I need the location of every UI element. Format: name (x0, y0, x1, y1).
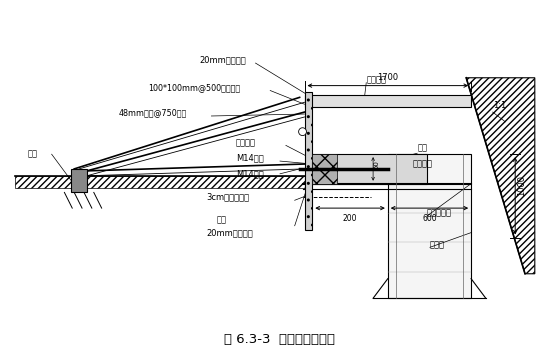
Bar (312, 154, 337, 184)
Bar (305, 96, 471, 107)
Text: 钻孔桩主筋: 钻孔桩主筋 (427, 209, 452, 217)
Text: 底模: 底模 (216, 215, 226, 224)
Text: M14螺帽: M14螺帽 (236, 154, 264, 162)
Text: 600: 600 (422, 214, 437, 223)
Text: 1700: 1700 (377, 73, 398, 82)
Circle shape (298, 128, 306, 136)
Text: 钻孔桩: 钻孔桩 (430, 240, 445, 249)
Text: 临时支撑: 临时支撑 (366, 75, 386, 84)
Text: 图 6.3-3  圈梁施工示意图: 图 6.3-3 圈梁施工示意图 (225, 333, 335, 346)
Bar (312, 154, 427, 184)
Text: 1:1: 1:1 (493, 101, 506, 110)
Text: 48mm钢管@750支撑: 48mm钢管@750支撑 (118, 109, 186, 118)
Text: M14螺杆: M14螺杆 (236, 169, 264, 178)
Text: 3cm砂浆找平层: 3cm砂浆找平层 (207, 193, 250, 202)
Bar (71, 169, 87, 193)
Text: 20mm厚竹胶板: 20mm厚竹胶板 (199, 56, 246, 65)
Text: 50: 50 (373, 160, 379, 169)
Text: 山型扣件: 山型扣件 (236, 138, 256, 147)
Text: 100*100mm@500方木支撑: 100*100mm@500方木支撑 (148, 83, 240, 92)
Text: 地锚: 地锚 (27, 150, 37, 159)
Text: 20mm厚竹胶板: 20mm厚竹胶板 (207, 228, 253, 237)
Text: 1000: 1000 (517, 175, 526, 196)
Bar (305, 92, 312, 230)
Bar (388, 154, 471, 298)
Text: 梁底标高: 梁底标高 (412, 160, 432, 169)
Text: 200: 200 (343, 214, 357, 223)
Text: 焊接: 焊接 (417, 144, 427, 153)
